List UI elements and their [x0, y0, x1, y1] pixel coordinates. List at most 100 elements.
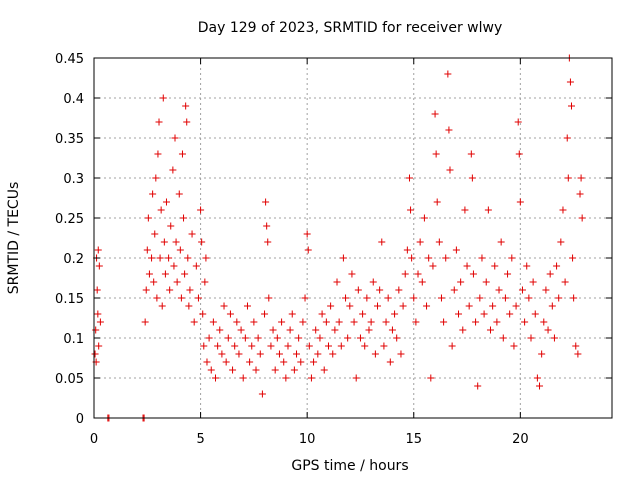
data-point — [561, 278, 569, 286]
data-point — [322, 318, 330, 326]
data-point — [278, 318, 286, 326]
data-point — [472, 318, 480, 326]
y-tick-label: 0 — [76, 412, 84, 427]
data-point — [282, 374, 290, 382]
data-point — [199, 310, 207, 318]
data-point — [93, 286, 101, 294]
data-point — [474, 382, 482, 390]
data-point — [359, 310, 367, 318]
data-point — [284, 342, 292, 350]
data-point — [184, 254, 192, 262]
data-point — [333, 278, 341, 286]
data-point — [153, 294, 161, 302]
data-point — [269, 326, 277, 334]
data-point — [158, 302, 166, 310]
data-point — [207, 366, 215, 374]
data-point — [570, 294, 578, 302]
data-point — [501, 294, 509, 302]
data-point — [239, 374, 247, 382]
data-point — [382, 318, 390, 326]
data-point — [229, 366, 237, 374]
data-point — [486, 326, 494, 334]
data-point — [442, 254, 450, 262]
data-point — [356, 334, 364, 342]
data-point — [339, 254, 347, 262]
data-point — [386, 358, 394, 366]
data-point — [491, 262, 499, 270]
data-point — [157, 206, 165, 214]
data-point — [267, 342, 275, 350]
data-point — [94, 246, 102, 254]
data-point — [572, 342, 580, 350]
data-points — [91, 54, 586, 422]
data-point — [546, 270, 554, 278]
y-tick-label: 0.3 — [63, 172, 84, 187]
data-point — [226, 310, 234, 318]
data-point — [465, 302, 473, 310]
data-point — [536, 382, 544, 390]
data-point — [489, 302, 497, 310]
data-point — [423, 302, 431, 310]
data-point — [254, 334, 262, 342]
data-point — [427, 374, 435, 382]
data-point — [299, 318, 307, 326]
data-point — [243, 302, 251, 310]
data-point — [418, 278, 426, 286]
data-point — [374, 302, 382, 310]
x-tick-label: 0 — [90, 432, 98, 447]
data-point — [166, 286, 174, 294]
data-point — [450, 286, 458, 294]
data-point — [497, 238, 505, 246]
data-point — [188, 230, 196, 238]
data-point — [155, 118, 163, 126]
data-point — [540, 318, 548, 326]
data-point — [371, 350, 379, 358]
data-point — [567, 102, 575, 110]
data-point — [190, 318, 198, 326]
data-point — [280, 358, 288, 366]
data-point — [170, 262, 178, 270]
data-point — [198, 238, 206, 246]
x-axis-label: GPS time / hours — [291, 458, 408, 474]
data-point — [182, 102, 190, 110]
data-point — [329, 350, 337, 358]
data-point — [544, 326, 552, 334]
data-point — [297, 358, 305, 366]
data-point — [310, 358, 318, 366]
data-point — [527, 334, 535, 342]
data-point — [209, 318, 217, 326]
data-point — [149, 190, 157, 198]
data-point — [262, 198, 270, 206]
data-point — [508, 254, 516, 262]
data-point — [293, 350, 301, 358]
data-point — [531, 310, 539, 318]
data-point — [521, 318, 529, 326]
data-point — [403, 246, 411, 254]
data-point — [395, 286, 403, 294]
y-tick-label: 0.15 — [55, 292, 84, 307]
data-point — [452, 246, 460, 254]
data-point — [393, 334, 401, 342]
data-point — [399, 302, 407, 310]
data-point — [235, 350, 243, 358]
data-point — [275, 350, 283, 358]
data-point — [504, 270, 512, 278]
data-point — [515, 150, 523, 158]
data-point — [241, 334, 249, 342]
data-point — [151, 230, 159, 238]
data-point — [555, 294, 563, 302]
data-point — [246, 358, 254, 366]
data-point — [435, 238, 443, 246]
data-point — [224, 334, 232, 342]
y-axis-label: SRMTID / TECUs — [6, 182, 22, 295]
x-tick-label: 5 — [196, 432, 204, 447]
data-point — [186, 286, 194, 294]
data-point — [363, 294, 371, 302]
data-point — [391, 310, 399, 318]
data-point — [180, 214, 188, 222]
data-point — [197, 206, 205, 214]
y-tick-label: 0.2 — [63, 252, 84, 267]
data-point — [518, 286, 526, 294]
data-point — [480, 310, 488, 318]
data-point — [92, 326, 100, 334]
